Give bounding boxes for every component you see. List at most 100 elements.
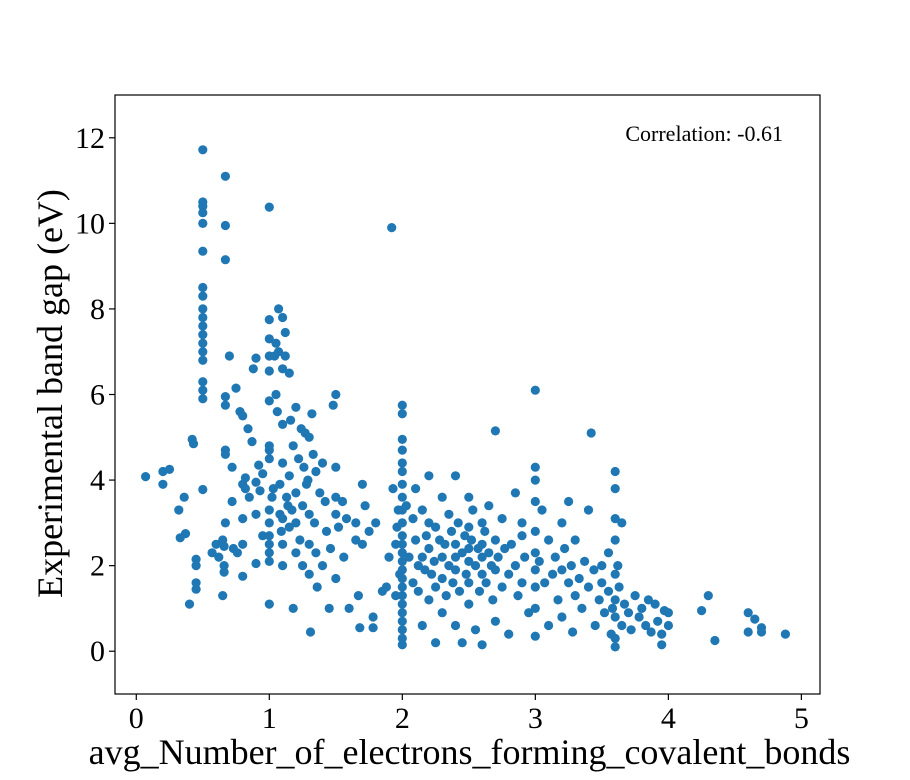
- data-point: [437, 573, 447, 584]
- data-point: [294, 454, 304, 464]
- data-point: [307, 409, 317, 419]
- data-point: [264, 556, 274, 567]
- data-point: [484, 501, 494, 511]
- data-point: [220, 171, 230, 181]
- data-point: [697, 606, 707, 616]
- data-point: [381, 582, 391, 592]
- data-point: [477, 552, 487, 562]
- data-point: [164, 464, 175, 474]
- data-point: [244, 492, 254, 502]
- data-point: [424, 471, 434, 481]
- data-point: [510, 561, 520, 571]
- y-axis-label: Experimental band gap (eV): [30, 189, 70, 598]
- data-point: [391, 591, 401, 601]
- data-point: [320, 496, 330, 507]
- data-point: [481, 578, 491, 588]
- data-point: [610, 484, 620, 494]
- y-tick-label: 0: [90, 635, 105, 668]
- data-point: [357, 479, 367, 489]
- data-point: [506, 539, 516, 549]
- data-point: [184, 599, 195, 609]
- data-point: [278, 539, 288, 549]
- data-point: [317, 458, 328, 468]
- data-point: [324, 603, 334, 614]
- data-point: [220, 400, 230, 410]
- data-point: [548, 569, 558, 579]
- data-point: [568, 627, 578, 637]
- data-point: [490, 426, 500, 436]
- data-point: [198, 246, 208, 256]
- data-point: [490, 535, 500, 545]
- data-point: [504, 629, 514, 639]
- data-point: [264, 548, 274, 558]
- data-point: [284, 522, 294, 532]
- data-point: [397, 599, 407, 609]
- data-point: [288, 603, 298, 614]
- data-point: [251, 353, 261, 363]
- x-tick-label: 3: [528, 702, 543, 735]
- data-point: [254, 460, 264, 470]
- data-point: [304, 432, 314, 442]
- data-point: [408, 578, 418, 588]
- data-point: [464, 578, 474, 588]
- data-point: [710, 635, 720, 646]
- data-point: [198, 201, 208, 211]
- data-point: [437, 552, 447, 562]
- data-point: [397, 608, 407, 618]
- data-point: [630, 591, 640, 601]
- data-point: [530, 548, 540, 558]
- data-point: [371, 518, 381, 528]
- data-point: [517, 578, 527, 588]
- data-point: [431, 638, 441, 648]
- x-tick-label: 2: [395, 702, 410, 735]
- data-point: [617, 620, 627, 631]
- data-point: [220, 449, 230, 459]
- data-point: [305, 627, 316, 637]
- data-point: [286, 415, 296, 425]
- data-point: [191, 584, 201, 594]
- data-point: [450, 552, 461, 562]
- data-point: [238, 539, 248, 549]
- data-point: [240, 484, 250, 494]
- data-point: [158, 479, 168, 489]
- data-point: [384, 552, 394, 562]
- data-point: [299, 462, 309, 472]
- data-point: [325, 543, 336, 554]
- data-point: [610, 633, 620, 644]
- data-point: [397, 531, 407, 541]
- data-point: [607, 603, 618, 614]
- data-point: [464, 543, 474, 554]
- data-point: [287, 505, 297, 515]
- data-point: [431, 582, 441, 592]
- data-point: [191, 554, 201, 564]
- data-point: [191, 561, 201, 571]
- data-point: [198, 377, 208, 387]
- data-point: [388, 484, 398, 494]
- data-point: [420, 565, 430, 575]
- data-point: [497, 514, 507, 524]
- x-tick-label: 4: [661, 702, 676, 735]
- data-point: [331, 509, 341, 519]
- data-point: [243, 424, 253, 434]
- data-point: [570, 591, 580, 601]
- data-point: [271, 389, 281, 400]
- data-point: [333, 522, 344, 532]
- data-point: [304, 569, 314, 579]
- data-point: [298, 501, 308, 511]
- data-point: [264, 505, 274, 515]
- data-point: [353, 591, 363, 601]
- data-point: [397, 548, 407, 558]
- data-point: [429, 556, 439, 567]
- data-point: [424, 518, 434, 528]
- data-point: [580, 556, 590, 567]
- data-point: [446, 526, 457, 537]
- data-point: [397, 582, 407, 592]
- data-point: [312, 582, 322, 592]
- x-tick-label: 1: [262, 702, 277, 735]
- data-point: [280, 327, 290, 338]
- data-point: [619, 599, 630, 609]
- data-point: [537, 505, 547, 515]
- data-point: [278, 364, 288, 374]
- data-point: [490, 616, 500, 626]
